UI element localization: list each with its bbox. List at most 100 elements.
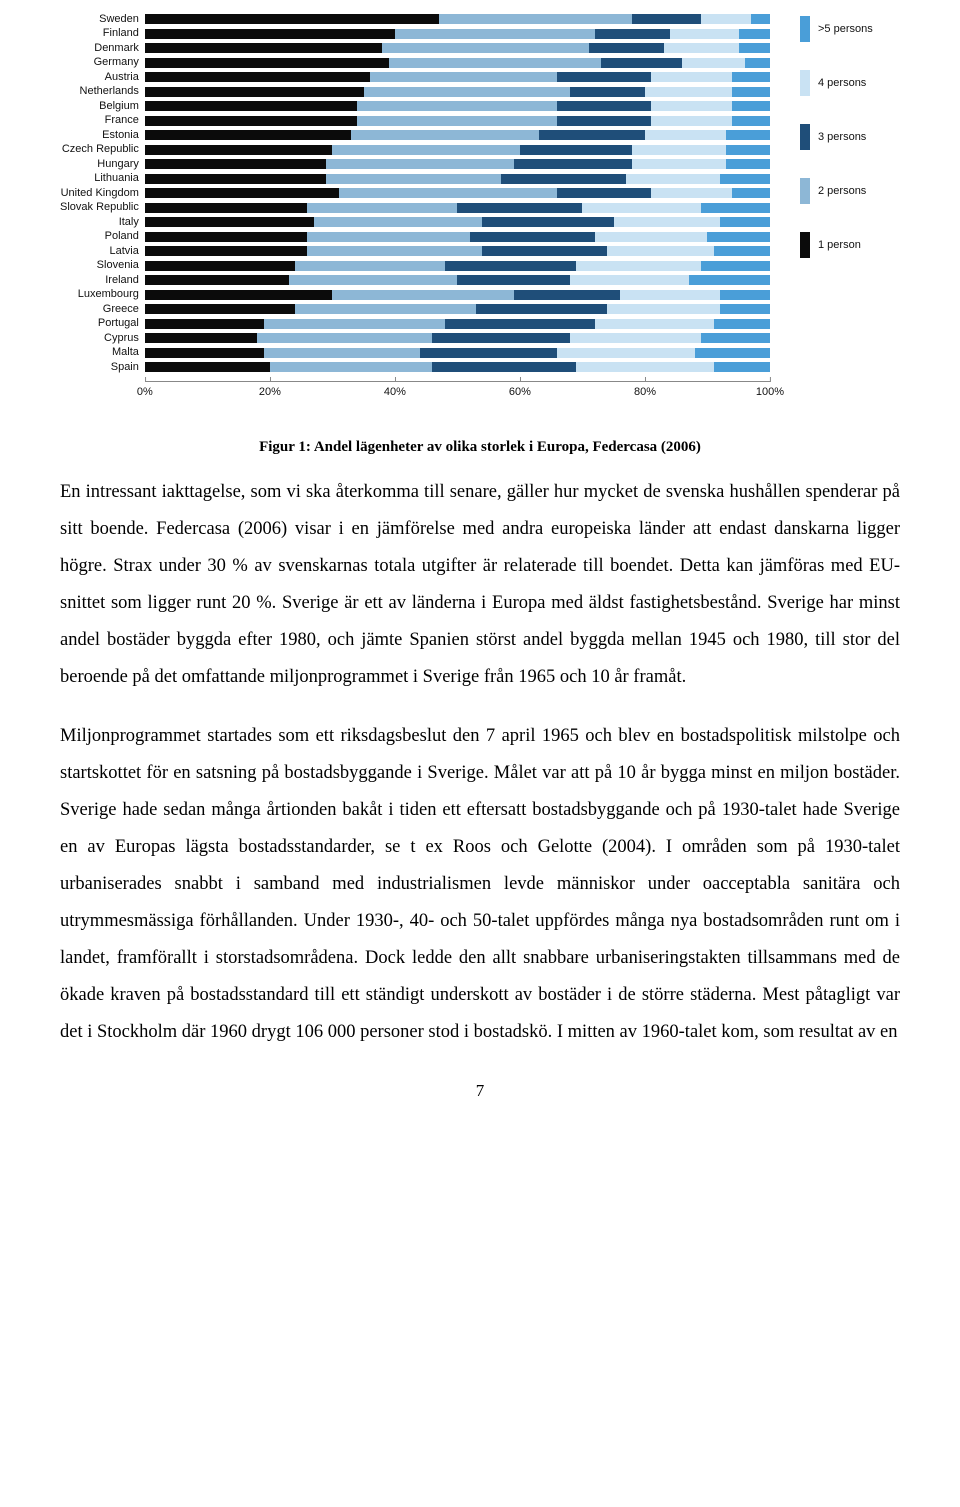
chart-bar-row: [145, 41, 770, 56]
chart-bar-segment: [482, 246, 607, 256]
chart-bar-segment: [295, 304, 476, 314]
chart-bar-segment: [457, 275, 570, 285]
chart-bar-segment: [595, 232, 708, 242]
chart-bar-segment: [332, 290, 513, 300]
chart-bar-segment: [720, 304, 770, 314]
chart-bar-row: [145, 27, 770, 42]
chart-bar-segment: [382, 43, 588, 53]
chart-bar-segment: [689, 275, 770, 285]
chart-bar-segment: [576, 261, 701, 271]
chart-bar-segment: [570, 275, 689, 285]
chart-bar-segment: [632, 14, 701, 24]
legend-label: 4 persons: [818, 77, 866, 89]
chart-bar-row: [145, 244, 770, 259]
chart-bar-segment: [557, 72, 651, 82]
chart-bar-segment: [595, 29, 670, 39]
chart-bar-segment: [620, 290, 720, 300]
chart-country-label: Estonia: [102, 128, 139, 143]
chart-bar-row: [145, 70, 770, 85]
chart-country-label: Greece: [103, 302, 139, 317]
legend-swatch: [800, 70, 810, 96]
chart-country-label: Slovak Republic: [60, 201, 139, 216]
chart-bar-segment: [701, 333, 770, 343]
household-size-chart: SwedenFinlandDenmarkGermanyAustriaNether…: [60, 0, 900, 409]
chart-bar-segment: [432, 333, 570, 343]
chart-bar-segment: [145, 101, 358, 111]
chart-y-axis-labels: SwedenFinlandDenmarkGermanyAustriaNether…: [60, 12, 145, 401]
legend-swatch: [800, 124, 810, 150]
chart-bar-segment: [145, 217, 314, 227]
chart-bar-segment: [389, 58, 602, 68]
chart-x-tick: 40%: [384, 386, 406, 398]
chart-x-tick: 20%: [259, 386, 281, 398]
chart-bar-row: [145, 172, 770, 187]
chart-bar-segment: [707, 232, 770, 242]
chart-bar-segment: [670, 29, 739, 39]
chart-bar-segment: [557, 188, 651, 198]
chart-bar-segment: [145, 246, 308, 256]
chart-country-label: Spain: [111, 360, 139, 375]
chart-bar-segment: [570, 333, 701, 343]
chart-bar-segment: [307, 246, 482, 256]
chart-bar-segment: [664, 43, 739, 53]
chart-bar-row: [145, 215, 770, 230]
chart-bar-segment: [145, 58, 389, 68]
chart-bar-segment: [145, 87, 364, 97]
chart-bar-segment: [726, 159, 770, 169]
chart-bar-segment: [701, 261, 770, 271]
chart-legend: >5 persons4 persons3 persons2 persons1 p…: [770, 12, 900, 401]
chart-bar-row: [145, 230, 770, 245]
chart-bar-segment: [745, 58, 770, 68]
legend-swatch: [800, 16, 810, 42]
chart-bar-segment: [145, 174, 326, 184]
chart-bar-segment: [701, 203, 770, 213]
chart-bar-segment: [445, 319, 595, 329]
chart-bar-row: [145, 201, 770, 216]
chart-bars: [145, 12, 770, 375]
chart-country-label: Austria: [105, 70, 139, 85]
chart-bar-segment: [695, 348, 770, 358]
chart-bar-segment: [145, 290, 333, 300]
chart-country-label: Hungary: [97, 157, 139, 172]
chart-bar-segment: [626, 174, 720, 184]
chart-country-label: Sweden: [99, 12, 139, 27]
chart-bar-segment: [145, 72, 370, 82]
legend-item: 4 persons: [800, 70, 900, 96]
chart-bar-segment: [732, 101, 770, 111]
chart-bar-segment: [439, 14, 633, 24]
chart-country-label: Czech Republic: [62, 143, 139, 158]
legend-item: 2 persons: [800, 178, 900, 204]
chart-bar-segment: [739, 29, 770, 39]
chart-country-label: Portugal: [98, 317, 139, 332]
chart-bar-segment: [720, 290, 770, 300]
chart-bar-segment: [732, 87, 770, 97]
legend-swatch: [800, 232, 810, 258]
chart-bar-segment: [395, 29, 595, 39]
chart-bar-segment: [364, 87, 570, 97]
chart-bar-segment: [145, 261, 295, 271]
chart-x-axis: 0%20%40%60%80%100%: [145, 381, 770, 401]
body-text: En intressant iakttagelse, som vi ska åt…: [60, 474, 900, 1051]
chart-bar-row: [145, 259, 770, 274]
chart-bar-segment: [289, 275, 458, 285]
chart-bar-segment: [582, 203, 701, 213]
chart-bar-row: [145, 317, 770, 332]
legend-label: 1 person: [818, 239, 861, 251]
chart-bar-segment: [264, 348, 420, 358]
chart-bar-segment: [270, 362, 433, 372]
chart-bar-row: [145, 128, 770, 143]
chart-bar-segment: [726, 145, 770, 155]
chart-bar-row: [145, 346, 770, 361]
page-number: 7: [60, 1081, 900, 1101]
chart-bar-segment: [145, 348, 264, 358]
chart-bar-segment: [145, 203, 308, 213]
chart-bar-segment: [732, 116, 770, 126]
chart-bar-segment: [476, 304, 607, 314]
chart-country-label: Slovenia: [97, 259, 139, 274]
chart-bar-segment: [501, 174, 626, 184]
chart-bar-segment: [482, 217, 613, 227]
chart-bar-segment: [470, 232, 595, 242]
chart-x-tick: 80%: [634, 386, 656, 398]
chart-country-label: Italy: [119, 215, 139, 230]
chart-bar-row: [145, 360, 770, 375]
